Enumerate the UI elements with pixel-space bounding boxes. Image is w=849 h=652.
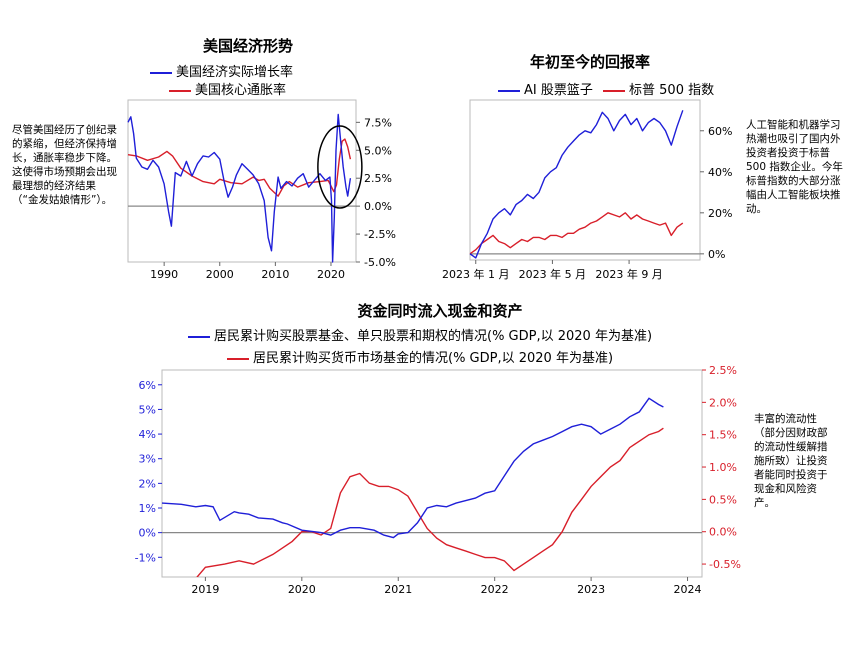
chart3-y-left-tick-label: 6% — [139, 379, 156, 392]
chart3-y-left-tick-label: 4% — [139, 428, 156, 441]
chart1-title: 美国经济形势 — [202, 37, 293, 55]
note-right: 人工智能和机器学习热潮也吸引了国内外投资者投资于标普 500 指数企业。今年标普… — [746, 119, 843, 215]
chart2-legend-sp500-label: 标普 500 指数 — [629, 83, 715, 98]
chart2-series-ai — [469, 110, 684, 259]
chart3-x-tick-label: 2022 — [481, 583, 509, 596]
note-bottom-right: 丰富的流动性（部分因财政部的流动性缓解措施所致）让投资者能同时投资于现金和风险资… — [754, 413, 828, 509]
chart3-y-right-tick-label: -0.5% — [709, 558, 741, 571]
chart1-legend-inflation-label: 美国核心通胀率 — [195, 83, 287, 98]
chart2-x-tick-label: 2023 年 5 月 — [519, 267, 586, 281]
chart3-y-right-tick-label: 1.5% — [709, 429, 737, 442]
chart2-title: 年初至今的回报率 — [529, 53, 650, 71]
chart3-frame — [161, 369, 703, 578]
chart3-y-left-tick-label: 5% — [139, 403, 156, 416]
chart2-x-tick-label: 2023 年 1 月 — [442, 267, 509, 281]
chart1-y-tick-label: -2.5% — [364, 228, 396, 241]
chart2-y-tick-label: 40% — [708, 166, 732, 179]
chart3-y-left-tick-label: 3% — [139, 453, 156, 466]
chart1-y-tick-label: 0.0% — [364, 200, 392, 213]
chart3-y-left-tick-label: 2% — [139, 477, 156, 490]
chart1-x-tick-label: 2020 — [317, 268, 345, 281]
chart1-series-growth — [127, 113, 352, 263]
chart3-y-right-tick-label: 0.0% — [709, 526, 737, 539]
chart1-x-tick-label: 1990 — [150, 268, 178, 281]
chart3-legend-item-equity: 居民累计购买股票基金、单只股票和期权的情况(% GDP,以 2020 年为基准) — [188, 325, 652, 344]
chart2-frame — [469, 99, 701, 261]
chart1-y-tick-label: 2.5% — [364, 172, 392, 185]
chart2-y-tick-label: 20% — [708, 207, 732, 220]
chart1-legend-growth-label: 美国经济实际增长率 — [176, 65, 294, 80]
chart1-frame — [127, 99, 357, 263]
chart3-x-tick-label: 2023 — [577, 583, 605, 596]
chart3-x-tick-label: 2021 — [384, 583, 412, 596]
chart3-series-mmf — [196, 427, 664, 577]
chart2-y-tick-label: 0% — [708, 248, 725, 261]
chart3-y-right-tick-label: 1.0% — [709, 461, 737, 474]
chart3-y-right-tick-label: 2.0% — [709, 396, 737, 409]
chart3-x-tick-label: 2019 — [191, 583, 219, 596]
chart1-legend-item-inflation: 美国核心通胀率 — [169, 79, 286, 98]
chart2-legend-ai-label: AI 股票篮子 — [524, 83, 593, 98]
chart1-x-tick-label: 2010 — [261, 268, 289, 281]
chart3-y-left-tick-label: 0% — [139, 527, 156, 540]
chart3-series-equity — [162, 397, 664, 539]
chart1-legend-item-growth: 美国经济实际增长率 — [150, 61, 293, 80]
chart1-y-tick-label: 5.0% — [364, 144, 392, 157]
chart3-y-right-tick-label: 0.5% — [709, 493, 737, 506]
chart1-series-inflation — [127, 138, 352, 197]
chart3-legend-item-mmf: 居民累计购买货币市场基金的情况(% GDP,以 2020 年为基准) — [227, 347, 613, 366]
chart2-x-tick-label: 2023 年 9 月 — [595, 267, 662, 281]
chart2-y-tick-label: 60% — [708, 125, 732, 138]
chart3-legend-mmf-label: 居民累计购买货币市场基金的情况(% GDP,以 2020 年为基准) — [253, 351, 614, 366]
chart3-x-tick-label: 2024 — [674, 583, 702, 596]
chart2-legend: AI 股票篮子 标普 500 指数 — [498, 79, 714, 98]
chart1-y-tick-label: -5.0% — [364, 256, 396, 269]
chart1-highlight-ellipse — [317, 125, 363, 209]
chart2-series-sp500 — [469, 212, 684, 255]
chart3-title: 资金同时流入现金和资产 — [357, 302, 523, 320]
chart3-y-right-tick-label: 2.5% — [709, 364, 737, 377]
chart3-y-left-tick-label: -1% — [135, 551, 156, 564]
chart1-x-tick-label: 2000 — [206, 268, 234, 281]
note-left: 尽管美国经历了创纪录的紧缩，但经济保持增长，通胀率稳步下降。这使得市场预期会出现… — [12, 124, 117, 206]
chart3-x-tick-label: 2020 — [288, 583, 316, 596]
chart3-y-left-tick-label: 1% — [139, 502, 156, 515]
chart1-y-tick-label: 7.5% — [364, 116, 392, 129]
chart3-legend-equity-label: 居民累计购买股票基金、单只股票和期权的情况(% GDP,以 2020 年为基准) — [214, 329, 653, 344]
